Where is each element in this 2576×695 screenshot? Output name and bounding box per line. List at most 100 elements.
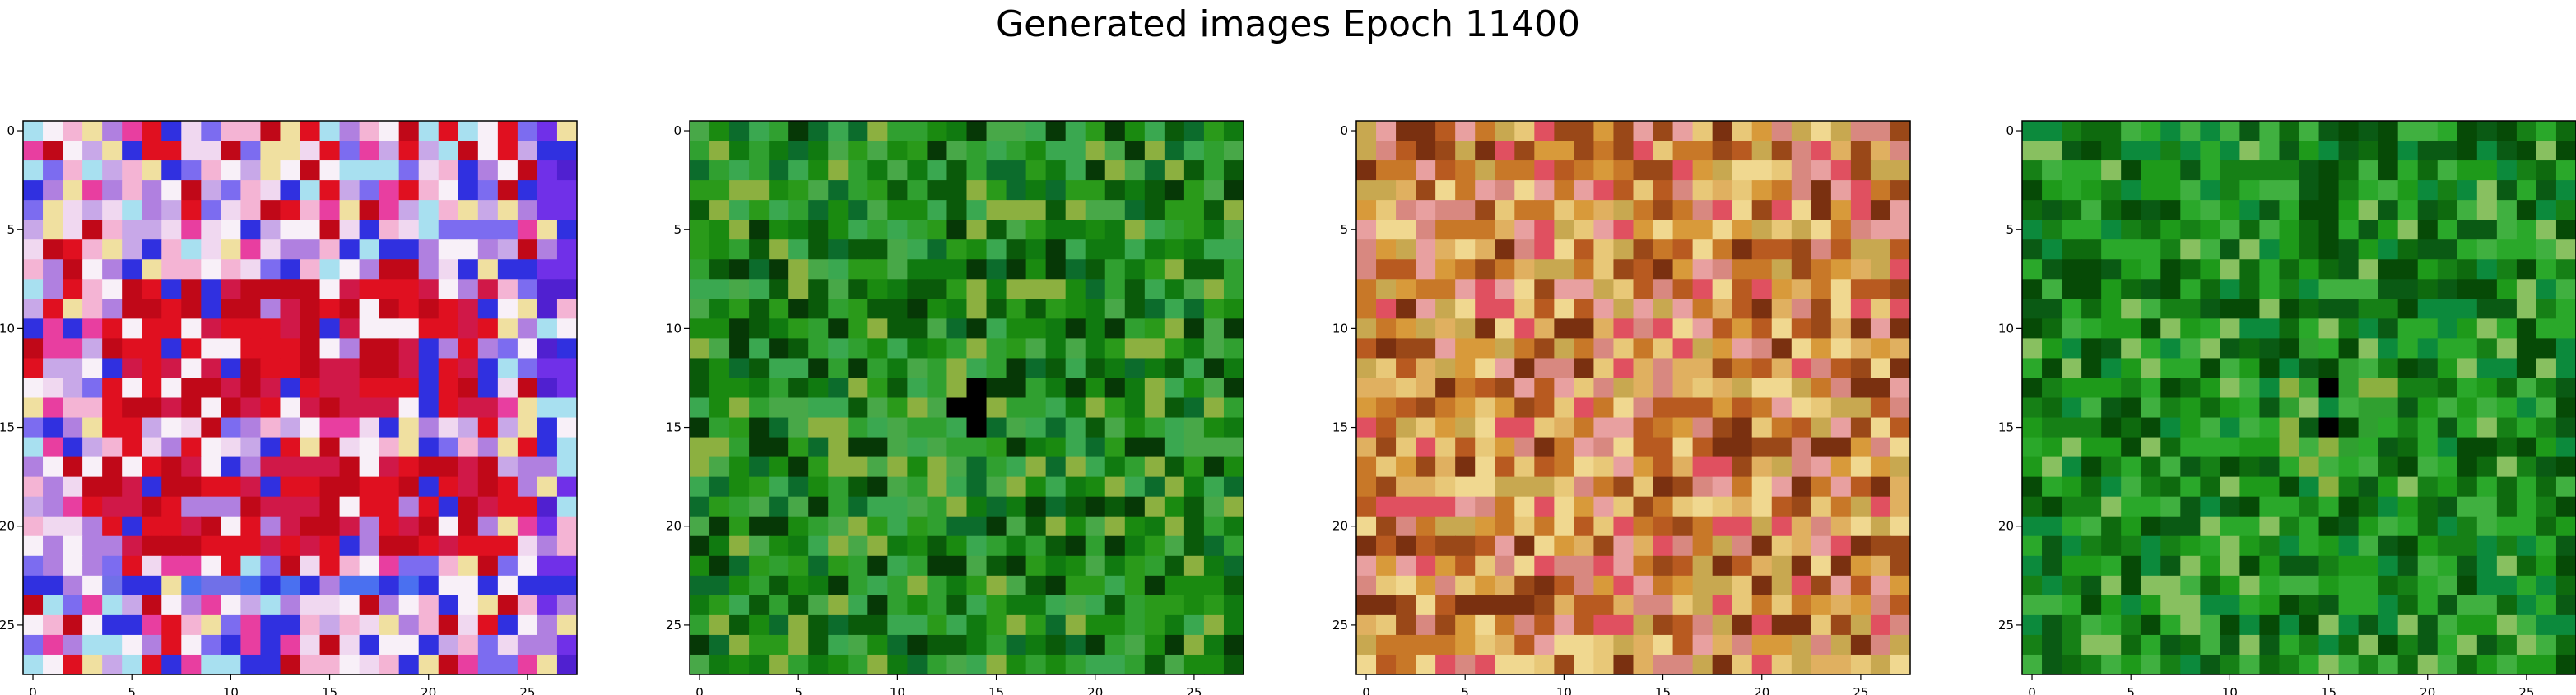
pixel-cell <box>1025 555 1047 577</box>
pixel-cell <box>1223 299 1244 319</box>
pixel-cell <box>2160 141 2181 161</box>
pixel-cell <box>2417 259 2439 280</box>
pixel-cell <box>201 378 221 399</box>
pixel-cell <box>1712 437 1733 458</box>
pixel-cell <box>2397 141 2419 161</box>
pixel-cell <box>907 259 928 280</box>
pixel-cell <box>537 476 558 498</box>
pixel-cell <box>1732 555 1753 577</box>
pixel-cell <box>946 259 968 280</box>
pixel-cell <box>2180 437 2201 458</box>
pixel-cell <box>1870 654 1891 675</box>
pixel-cell <box>43 378 63 399</box>
pixel-cell <box>438 358 459 379</box>
pixel-cell <box>1475 141 1495 161</box>
pixel-cell <box>517 476 538 498</box>
pixel-cell <box>1356 476 1377 498</box>
pixel-cell <box>2358 239 2379 260</box>
pixel-cell <box>887 595 908 616</box>
pixel-cell <box>2358 338 2379 359</box>
pixel-cell <box>2437 496 2458 517</box>
pixel-cell <box>2378 338 2399 359</box>
pixel-cell <box>1830 338 1852 359</box>
pixel-cell <box>1751 476 1773 498</box>
pixel-cell <box>2358 595 2379 616</box>
pixel-cell <box>2378 397 2399 419</box>
pixel-cell <box>477 654 499 675</box>
pixel-cell <box>161 535 182 557</box>
pixel-cell <box>161 299 182 319</box>
pixel-cell <box>1164 575 1185 596</box>
pixel-cell <box>729 595 750 616</box>
pixel-cell <box>537 496 558 517</box>
pixel-cell <box>1672 496 1694 517</box>
pixel-cell <box>2160 535 2181 557</box>
pixel-cell <box>2121 279 2141 299</box>
pixel-cell <box>2239 476 2261 498</box>
pixel-cell <box>946 535 968 557</box>
pixel-cell <box>2160 595 2181 616</box>
pixel-cell <box>556 555 578 577</box>
pixel-cell <box>986 437 1007 458</box>
pixel-cell <box>1850 358 1872 379</box>
pixel-cell <box>319 259 341 280</box>
pixel-cell <box>221 575 241 596</box>
pixel-cell <box>2496 496 2518 517</box>
x-tick-label: 10 <box>1556 685 1572 695</box>
pixel-cell <box>769 239 789 260</box>
pixel-cell <box>63 358 83 379</box>
pixel-cell <box>867 239 888 260</box>
pixel-cell <box>2121 614 2141 636</box>
pixel-cell <box>2200 121 2220 141</box>
pixel-cell <box>2022 279 2043 299</box>
pixel-cell <box>1850 397 1872 419</box>
pixel-cell <box>122 141 142 161</box>
pixel-cell <box>63 456 83 478</box>
pixel-cell <box>848 614 868 636</box>
pixel-cell <box>1850 654 1872 675</box>
pixel-cell <box>1144 555 1165 577</box>
pixel-cell <box>556 437 578 458</box>
pixel-cell <box>1574 180 1595 201</box>
pixel-cell <box>2200 220 2220 240</box>
pixel-cell <box>749 516 770 537</box>
pixel-cell <box>1164 476 1185 498</box>
pixel-cell <box>2476 378 2498 399</box>
pixel-cell <box>1025 437 1047 458</box>
pixel-cell <box>1574 437 1595 458</box>
pixel-cell <box>537 555 558 577</box>
pixel-cell <box>2239 338 2261 359</box>
pixel-cell <box>23 220 44 240</box>
pixel-cell <box>1870 200 1891 220</box>
pixel-cell <box>359 634 380 656</box>
pixel-cell <box>122 318 142 339</box>
pixel-cell <box>2338 239 2360 260</box>
pixel-cell <box>1771 338 1793 359</box>
pixel-cell <box>2200 437 2220 458</box>
pixel-cell <box>1593 595 1615 616</box>
x-tick-label: 5 <box>2127 685 2135 695</box>
pixel-cell <box>1653 535 1674 557</box>
pixel-cell <box>966 535 988 557</box>
pixel-cell <box>828 516 849 537</box>
pixel-cell <box>1534 259 1555 280</box>
pixel-cell <box>2200 180 2220 201</box>
pixel-cell <box>2496 318 2518 339</box>
pixel-cell <box>986 318 1007 339</box>
pixel-cell <box>2516 239 2537 260</box>
pixel-cell <box>1534 595 1555 616</box>
pixel-cell <box>867 200 888 220</box>
pixel-cell <box>1183 456 1205 478</box>
pixel-cell <box>2516 160 2537 181</box>
pixel-cell <box>458 259 479 280</box>
pixel-cell <box>221 634 241 656</box>
pixel-cell <box>2042 456 2062 478</box>
pixel-cell <box>1653 180 1674 201</box>
pixel-cell <box>2397 259 2419 280</box>
pixel-cell <box>537 614 558 636</box>
pixel-cell <box>260 476 281 498</box>
pixel-cell <box>1164 200 1185 220</box>
pixel-cell <box>398 496 420 517</box>
pixel-cell <box>2220 318 2240 339</box>
pixel-cell <box>142 239 162 260</box>
